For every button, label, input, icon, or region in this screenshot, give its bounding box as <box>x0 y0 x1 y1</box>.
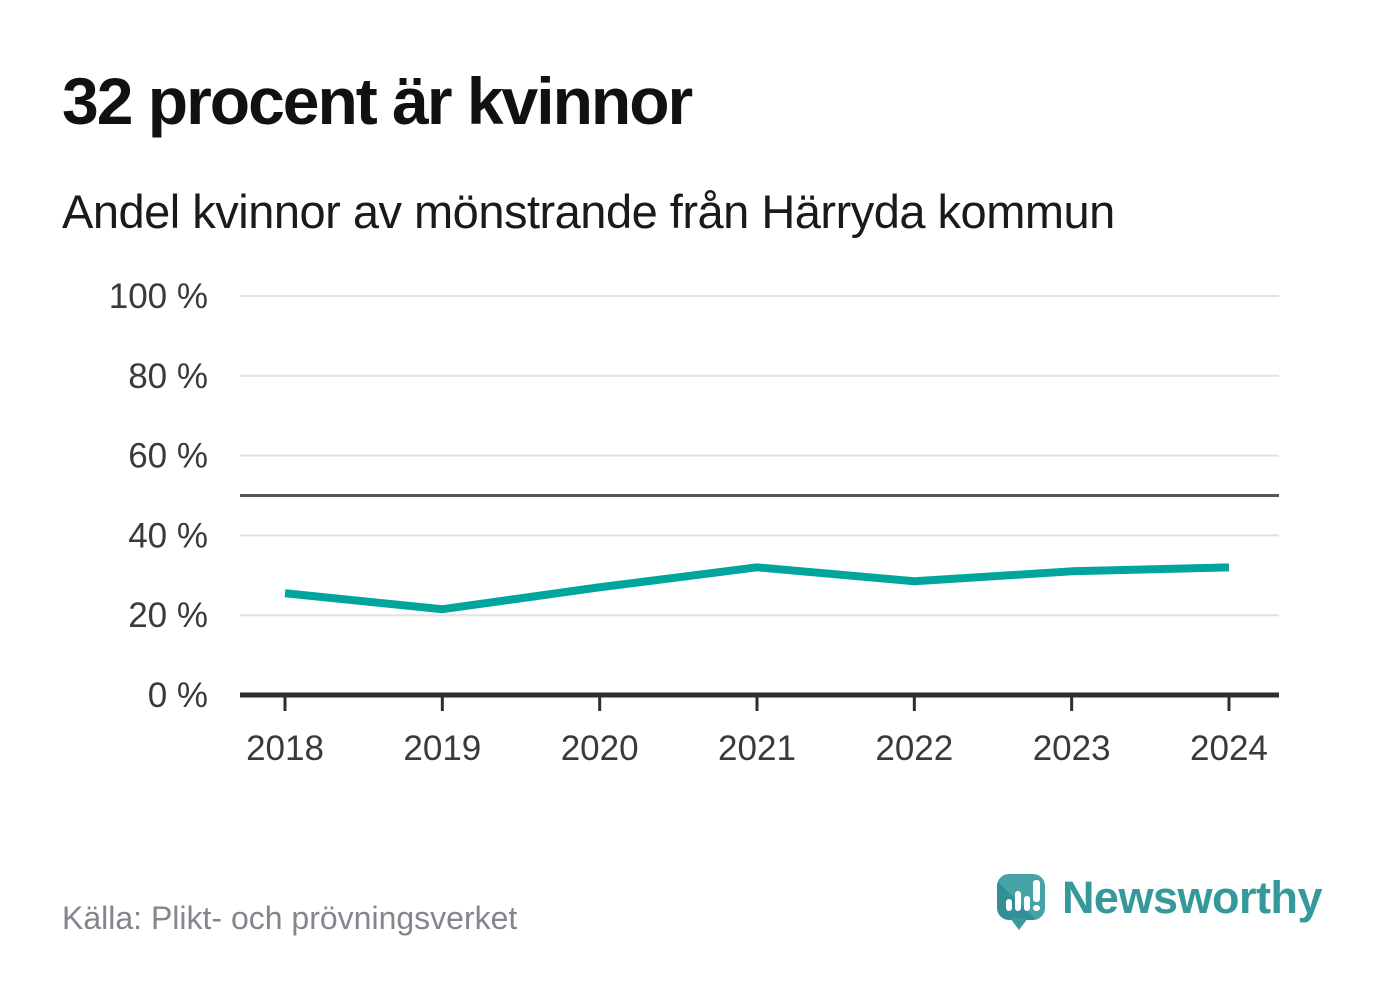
y-tick-label: 60 % <box>128 437 208 476</box>
x-tick-label: 2020 <box>561 729 639 768</box>
logo-bar-icon <box>1014 891 1021 911</box>
speech-bubble-tail <box>1009 918 1028 930</box>
logo-exclamation-dot-icon <box>1032 905 1040 911</box>
logo-exclamation-icon <box>1032 880 1040 902</box>
x-tick-label: 2018 <box>246 729 324 768</box>
y-tick-label: 80 % <box>128 357 208 396</box>
logo-bar-icon <box>1023 896 1030 911</box>
brand-wordmark: Newsworthy <box>1061 871 1323 923</box>
newsworthy-speech-bubble-icon <box>996 874 1045 930</box>
source-note: Källa: Plikt- och prövningsverket <box>62 900 518 936</box>
brand-logo: Newsworthy <box>996 871 1323 930</box>
logo-bar-icon <box>1005 899 1012 911</box>
x-tick-label: 2022 <box>875 729 953 768</box>
y-tick-label: 0 % <box>148 676 208 715</box>
y-tick-label: 40 % <box>128 516 208 555</box>
x-tick-label: 2019 <box>403 729 481 768</box>
page-title: 32 procent är kvinnor <box>62 64 693 138</box>
chart-subtitle: Andel kvinnor av mönstrande från Härryda… <box>62 185 1115 238</box>
x-tick-label: 2023 <box>1033 729 1111 768</box>
y-tick-label: 100 % <box>109 277 208 316</box>
y-tick-label: 20 % <box>128 596 208 635</box>
x-tick-label: 2024 <box>1190 729 1268 768</box>
x-tick-label: 2021 <box>718 729 796 768</box>
line-chart: 0 % 20 % 40 % 60 % 80 % 100 % 2018 2019 2020 2021… <box>109 277 1279 768</box>
data-line-andel-kvinnor-av-mönstrande <box>284 563 1230 614</box>
